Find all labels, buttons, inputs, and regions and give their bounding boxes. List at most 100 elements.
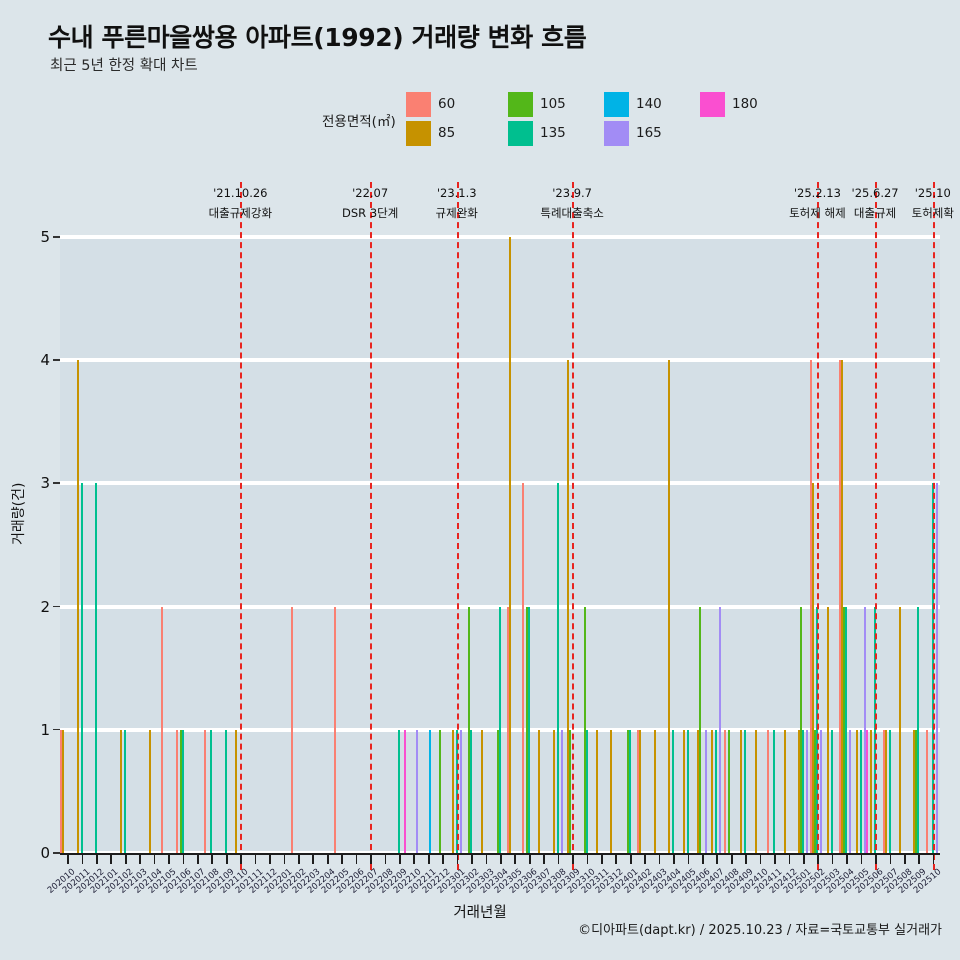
bar-202310-135[interactable] — [585, 729, 588, 853]
bar-202301-85[interactable] — [451, 729, 454, 853]
bar-202010-60[interactable] — [60, 729, 63, 853]
bar-202506-85[interactable] — [870, 729, 873, 853]
bar-202508-85[interactable] — [898, 606, 901, 853]
bar-202310-105[interactable] — [583, 606, 586, 853]
bar-202012-135[interactable] — [95, 483, 98, 853]
bar-202308-135[interactable] — [556, 483, 559, 853]
bar-202409-85[interactable] — [740, 729, 743, 853]
bar-202503-135[interactable] — [830, 729, 833, 853]
bar-202407-135[interactable] — [715, 729, 718, 853]
bar-202412-85[interactable] — [783, 729, 786, 853]
bar-202509-135[interactable] — [917, 606, 920, 853]
bar-202502-165[interactable] — [820, 729, 823, 853]
bar-202406-105[interactable] — [698, 606, 701, 853]
bar-202308-85[interactable] — [552, 729, 555, 853]
bar-202102-85[interactable] — [119, 729, 122, 853]
bar-202408-105[interactable] — [727, 729, 730, 853]
bar-202507-60[interactable] — [882, 729, 885, 853]
bar-202011-85[interactable] — [76, 360, 79, 853]
bar-202307-85[interactable] — [538, 729, 541, 853]
bar-202212-105[interactable] — [439, 729, 442, 853]
bar-202202-60[interactable] — [291, 606, 294, 853]
bar-202411-60[interactable] — [767, 729, 770, 853]
bar-202406-165[interactable] — [704, 729, 707, 853]
bar-202311-85[interactable] — [595, 729, 598, 853]
bar-202503-85[interactable] — [826, 606, 829, 853]
bar-202402-85[interactable] — [639, 729, 642, 853]
bar-202501-135[interactable] — [801, 729, 804, 853]
bar-202210-165[interactable] — [416, 729, 419, 853]
bar-202504-135[interactable] — [845, 606, 848, 853]
bar-202108-135[interactable] — [210, 729, 213, 853]
bar-202509-85[interactable] — [913, 729, 916, 853]
bar-202502-60[interactable] — [810, 360, 813, 853]
bar-202505-135[interactable] — [859, 729, 862, 853]
bar-202309-105[interactable] — [569, 729, 572, 853]
x-tick-mark-202412 — [788, 855, 791, 864]
bar-202108-60[interactable] — [204, 729, 207, 853]
bar-202502-105[interactable] — [814, 729, 817, 853]
bar-202205-60[interactable] — [334, 606, 337, 853]
bar-202308-165[interactable] — [560, 729, 563, 853]
bar-202302-105[interactable] — [468, 606, 471, 853]
bar-202405-135[interactable] — [686, 729, 689, 853]
bar-202507-85[interactable] — [884, 729, 887, 853]
bar-202401-135[interactable] — [628, 729, 631, 853]
bar-202501-85[interactable] — [797, 729, 800, 853]
bar-202109-135[interactable] — [224, 729, 227, 853]
bar-202306-60[interactable] — [521, 483, 524, 853]
x-tick-mark-202510 — [932, 855, 935, 864]
bar-202502-85[interactable] — [812, 483, 815, 853]
bar-202402-60[interactable] — [637, 729, 640, 853]
bar-202302-135[interactable] — [470, 729, 473, 853]
bar-202407-85[interactable] — [711, 729, 714, 853]
bar-202409-135[interactable] — [744, 729, 747, 853]
bar-202501-165[interactable] — [805, 729, 808, 853]
bar-202306-135[interactable] — [527, 606, 530, 853]
bar-202504-85[interactable] — [841, 360, 844, 853]
bar-202102-135[interactable] — [123, 729, 126, 853]
bar-202505-180[interactable] — [865, 729, 868, 853]
bar-202106-105[interactable] — [179, 729, 182, 853]
bar-202404-135[interactable] — [672, 729, 675, 853]
bar-202309-85[interactable] — [567, 360, 570, 853]
bar-202510-60[interactable] — [925, 729, 928, 853]
bar-202410-85[interactable] — [754, 729, 757, 853]
bar-202408-60[interactable] — [723, 729, 726, 853]
bar-202404-85[interactable] — [668, 360, 671, 853]
bar-202505-165[interactable] — [863, 606, 866, 853]
bar-202504-165[interactable] — [849, 729, 852, 853]
x-tick-mark-202104 — [153, 855, 156, 864]
bar-202510-165[interactable] — [935, 483, 938, 853]
bar-202407-165[interactable] — [719, 606, 722, 853]
bar-202106-60[interactable] — [175, 729, 178, 853]
bar-202209-135[interactable] — [398, 729, 401, 853]
bar-202403-85[interactable] — [653, 729, 656, 853]
bar-202509-105[interactable] — [915, 729, 918, 853]
bar-202504-105[interactable] — [843, 606, 846, 853]
bar-202405-85[interactable] — [682, 729, 685, 853]
bar-202411-135[interactable] — [773, 729, 776, 853]
bar-202304-135[interactable] — [499, 606, 501, 853]
bar-202312-85[interactable] — [610, 729, 613, 853]
bar-202305-85[interactable] — [509, 237, 512, 853]
bar-202110-85[interactable] — [235, 729, 238, 853]
bar-202011-135[interactable] — [80, 483, 83, 853]
bar-202105-60[interactable] — [161, 606, 164, 853]
bar-202304-105[interactable] — [497, 729, 499, 853]
bar-202106-135[interactable] — [181, 729, 184, 853]
bar-202507-135[interactable] — [888, 729, 891, 853]
bar-202305-60[interactable] — [507, 606, 510, 853]
bar-202301-165[interactable] — [459, 729, 462, 853]
bar-202010-85[interactable] — [62, 729, 65, 853]
bar-202209-180[interactable] — [404, 729, 407, 853]
bar-202501-105[interactable] — [799, 606, 802, 853]
bar-202104-85[interactable] — [148, 729, 151, 853]
bar-202303-85[interactable] — [480, 729, 483, 853]
bar-202306-105[interactable] — [525, 606, 528, 853]
bar-202406-85[interactable] — [696, 729, 699, 853]
bar-202211-140[interactable] — [428, 729, 431, 853]
bar-202504-60[interactable] — [839, 360, 842, 853]
bar-202401-105[interactable] — [626, 729, 629, 853]
bar-202505-85[interactable] — [855, 729, 858, 853]
